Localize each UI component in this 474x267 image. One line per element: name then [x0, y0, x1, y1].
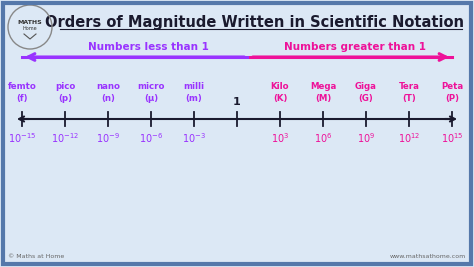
- Text: micro
(μ): micro (μ): [137, 82, 165, 103]
- Text: Kilo
(K): Kilo (K): [271, 82, 289, 103]
- Text: $10^{-9}$: $10^{-9}$: [96, 131, 120, 145]
- Text: Orders of Magnitude Written in Scientific Notation: Orders of Magnitude Written in Scientifi…: [46, 15, 465, 30]
- Text: 1: 1: [233, 97, 241, 107]
- Text: $10^{3}$: $10^{3}$: [271, 131, 289, 145]
- Text: © Maths at Home: © Maths at Home: [8, 254, 64, 259]
- Text: $10^{-6}$: $10^{-6}$: [139, 131, 163, 145]
- Text: $10^{6}$: $10^{6}$: [314, 131, 332, 145]
- Text: Numbers greater than 1: Numbers greater than 1: [284, 42, 426, 52]
- Text: Home: Home: [23, 26, 37, 32]
- Text: pico
(p): pico (p): [55, 82, 75, 103]
- Text: Tera
(T): Tera (T): [399, 82, 419, 103]
- Text: $10^{-12}$: $10^{-12}$: [51, 131, 79, 145]
- Text: $10^{9}$: $10^{9}$: [357, 131, 375, 145]
- Text: Mega
(M): Mega (M): [310, 82, 336, 103]
- Text: milli
(m): milli (m): [183, 82, 204, 103]
- Text: MATHS: MATHS: [18, 19, 42, 25]
- Text: $10^{-15}$: $10^{-15}$: [8, 131, 36, 145]
- Text: Peta
(P): Peta (P): [441, 82, 463, 103]
- Text: $10^{-3}$: $10^{-3}$: [182, 131, 206, 145]
- Text: nano
(n): nano (n): [96, 82, 120, 103]
- Text: Giga
(G): Giga (G): [355, 82, 377, 103]
- Text: Numbers less than 1: Numbers less than 1: [88, 42, 209, 52]
- Text: $10^{12}$: $10^{12}$: [398, 131, 420, 145]
- Text: $10^{15}$: $10^{15}$: [441, 131, 463, 145]
- Text: femto
(f): femto (f): [8, 82, 36, 103]
- Text: www.mathsathome.com: www.mathsathome.com: [390, 254, 466, 259]
